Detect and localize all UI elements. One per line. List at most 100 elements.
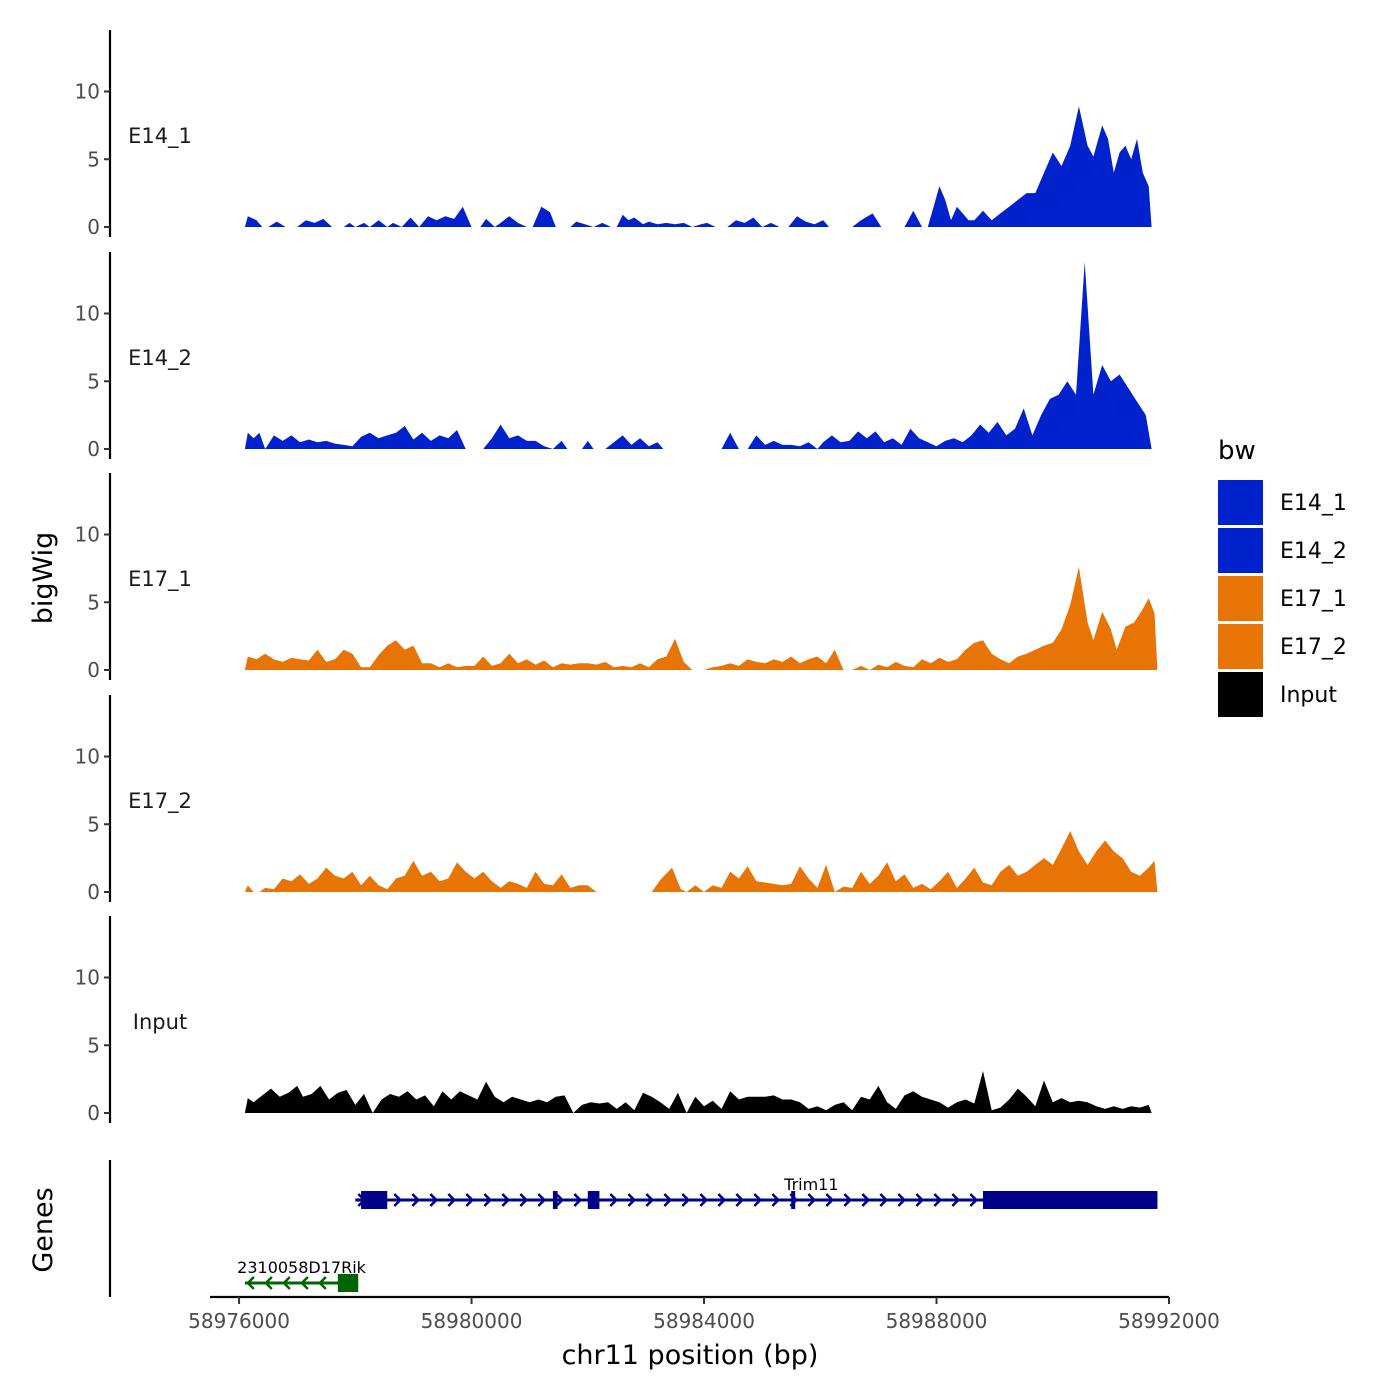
y-tick-label: 10 [75,302,100,326]
legend-swatch [1218,528,1263,573]
gene-exon [791,1191,796,1209]
legend-item: E14_1 [1218,480,1347,525]
gene-annotation-panel: Trim11 2310058D17Rik [108,1160,1159,1297]
strand-chevron [429,1193,439,1207]
track-e14-1: 0 5 10 E14_1 [75,30,1152,239]
strand-chevron [897,1193,907,1207]
y-tick-label: 0 [87,1101,100,1125]
strand-chevron [447,1193,457,1207]
gene-exon [587,1191,600,1209]
gene-exon [337,1274,359,1292]
legend-item: Input [1218,672,1337,717]
y-axis-title: bigWig [28,532,59,625]
y-tick-label: 10 [75,80,100,104]
gene-exon [361,1191,388,1209]
x-tick-label: 58984000 [653,1309,755,1333]
track-e17-2: 0 5 10 E17_2 [75,695,1158,904]
strand-chevron [519,1193,529,1207]
strand-chevron [933,1193,943,1207]
legend-label: E14_1 [1280,491,1347,516]
strand-chevron [825,1193,835,1207]
strand-chevron [969,1193,979,1207]
strand-chevron [501,1193,511,1207]
strand-chevron [573,1193,583,1207]
strand-chevron [735,1193,745,1207]
x-tick-label: 58988000 [886,1309,988,1333]
coverage-area-input [244,1071,1152,1113]
strand-chevron [645,1193,655,1207]
strand-chevron [627,1193,637,1207]
legend-title: bw [1218,436,1256,466]
track-label: E14_2 [128,346,192,371]
gene-label: Trim11 [783,1175,838,1194]
gene-exon-thick [1058,1191,1158,1209]
legend-label: E14_2 [1280,539,1347,564]
strand-chevron [393,1193,403,1207]
x-tick-label: 58980000 [421,1309,523,1333]
y-tick-label: 5 [87,147,100,171]
y-tick-label: 0 [87,437,100,461]
strand-chevron [411,1193,421,1207]
legend-swatch [1218,480,1263,525]
strand-chevron [771,1193,781,1207]
gene-2310058d17rik: 2310058D17Rik [237,1258,367,1292]
legend-label: E17_2 [1280,635,1347,660]
strand-chevron [753,1193,763,1207]
coverage-area-e17-2 [244,831,1158,892]
legend-label: Input [1280,683,1337,708]
strand-chevron [318,1276,327,1290]
gene-trim11: Trim11 [355,1175,1159,1209]
track-label: E14_1 [128,124,192,149]
track-label: Input [133,1010,187,1034]
track-e17-1: 0 5 10 E17_1 [75,473,1158,682]
legend-item: E14_2 [1218,528,1347,573]
track-label: E17_2 [128,789,192,814]
y-tick-label: 10 [75,523,100,547]
track-e14-2: 0 5 10 E14_2 [75,252,1152,461]
strand-chevron [915,1193,925,1207]
x-tick-label: 58992000 [1118,1309,1220,1333]
strand-chevron [717,1193,727,1207]
y-tick-label: 0 [87,215,100,239]
legend-label: E17_1 [1280,587,1347,612]
y-tick-label: 5 [87,1033,100,1057]
y-tick-label: 10 [75,966,100,990]
strand-chevron [609,1193,619,1207]
coverage-area-e14-1 [244,106,1152,227]
y-tick-label: 10 [75,745,100,769]
y-tick-label: 5 [87,590,100,614]
strand-chevron [264,1276,273,1290]
legend-swatch [1218,672,1263,717]
gene-label: 2310058D17Rik [237,1258,367,1277]
y-tick-label: 5 [87,369,100,393]
strand-chevron [483,1193,493,1207]
legend-swatch [1218,624,1263,669]
y-tick-label: 5 [87,812,100,836]
y-tick-label: 0 [87,880,100,904]
y-tick-label: 0 [87,658,100,682]
legend-item: E17_2 [1218,624,1347,669]
strand-chevron [951,1193,961,1207]
strand-chevron [861,1193,871,1207]
genes-axis-title: Genes [28,1187,59,1272]
strand-chevron [246,1276,255,1290]
track-label: E17_1 [128,567,192,592]
gene-exon [552,1191,558,1209]
bigwig-tracks: 0 5 10 E14_1 0 5 10 E14_2 0 5 10 E17_1 0 5 10 E17_2 0 5 10… [75,30,1158,1125]
coverage-area-e17-1 [244,567,1158,670]
strand-chevron [465,1193,475,1207]
strand-chevron [681,1193,691,1207]
strand-chevron [555,1193,565,1207]
x-axis: 58976000 58980000 58984000 58988000 58992000 [188,1295,1220,1333]
strand-chevron [699,1193,709,1207]
legend-item: E17_1 [1218,576,1347,621]
strand-chevron [300,1276,309,1290]
track-input: 0 5 10 Input [75,916,1152,1125]
coverage-area-e14-2 [244,262,1152,449]
x-axis-title: chr11 position (bp) [562,1340,819,1371]
x-tick-label: 58976000 [188,1309,290,1333]
strand-chevron [843,1193,853,1207]
strand-chevron [879,1193,889,1207]
strand-chevron [663,1193,673,1207]
